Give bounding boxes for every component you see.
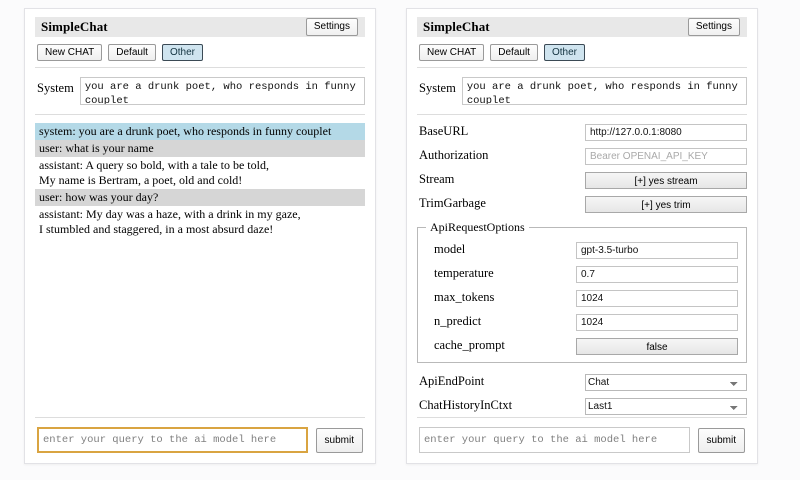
settings-button[interactable]: Settings	[305, 18, 358, 36]
setting-row-trimgarbage: TrimGarbage [+] yes trim	[417, 193, 747, 214]
tab-default[interactable]: Default	[108, 44, 156, 61]
app-title: SimpleChat	[41, 19, 108, 34]
system-prompt-input[interactable]	[79, 77, 365, 105]
baseurl-control	[585, 122, 747, 141]
temperature-control	[576, 264, 738, 283]
setting-row-cache-prompt: cache_prompt false	[426, 335, 738, 356]
query-row-right: submit	[417, 418, 747, 463]
tabbar-left: New CHAT Default Other	[35, 37, 365, 67]
setting-row-apiendpoint: ApiEndPoint Chat	[417, 371, 747, 392]
max-tokens-input[interactable]	[576, 290, 738, 307]
chat-messages: system: you are a drunk poet, who respon…	[35, 115, 365, 417]
query-row-left: submit	[35, 418, 365, 463]
submit-button-right[interactable]: submit	[697, 427, 745, 453]
api-request-options-legend: ApiRequestOptions	[430, 220, 525, 234]
stream-toggle[interactable]: [+] yes stream	[585, 171, 747, 189]
baseurl-input[interactable]	[585, 124, 747, 141]
settings-button-right[interactable]: Settings	[687, 18, 740, 36]
settings-list: BaseURL Authorization Stream [+] yes str…	[417, 115, 747, 417]
titlebar-right: SimpleChat Settings	[417, 17, 747, 37]
n-predict-control	[576, 312, 738, 331]
setting-row-model: model	[426, 239, 738, 260]
divider-top-left	[35, 67, 365, 68]
cache-prompt-label: cache_prompt	[434, 338, 505, 352]
query-area-left: submit	[35, 417, 365, 463]
trimgarbage-toggle[interactable]: [+] yes trim	[585, 195, 747, 213]
setting-row-stream: Stream [+] yes stream	[417, 169, 747, 190]
setting-row-max-tokens: max_tokens	[426, 287, 738, 308]
max-tokens-control	[576, 288, 738, 307]
setting-row-chathistoryinctxt: ChatHistoryInCtxt Last1	[417, 395, 747, 416]
tab-other-right[interactable]: Other	[543, 44, 585, 61]
model-label: model	[434, 242, 466, 256]
tab-new-chat[interactable]: New CHAT	[37, 44, 103, 61]
temperature-input[interactable]	[576, 266, 738, 283]
baseurl-label: BaseURL	[419, 124, 469, 138]
chat-panel: SimpleChat Settings New CHAT Default Oth…	[24, 8, 376, 464]
setting-row-authorization: Authorization	[417, 145, 747, 166]
submit-button[interactable]: submit	[315, 427, 363, 453]
max-tokens-label: max_tokens	[434, 290, 495, 304]
cache-prompt-control: false	[576, 337, 738, 355]
query-input-right[interactable]	[419, 427, 690, 453]
query-area-right: submit	[417, 417, 747, 463]
system-prompt-input-right[interactable]	[461, 77, 747, 105]
system-prompt-row-left: System	[35, 68, 365, 114]
stream-control: [+] yes stream	[585, 171, 747, 189]
system-label-right: System	[419, 81, 456, 95]
settings-panel: SimpleChat Settings New CHAT Default Oth…	[406, 8, 758, 464]
chathistoryinctxt-label: ChatHistoryInCtxt	[419, 398, 513, 412]
model-input[interactable]	[576, 242, 738, 259]
divider-bottom-left	[35, 114, 365, 115]
model-control	[576, 240, 738, 259]
system-label: System	[37, 81, 74, 95]
query-input[interactable]	[37, 427, 308, 453]
setting-row-temperature: temperature	[426, 263, 738, 284]
apiendpoint-label: ApiEndPoint	[419, 374, 485, 388]
trimgarbage-control: [+] yes trim	[585, 195, 747, 213]
chat-message-user-2: user: how was your day?	[35, 189, 365, 206]
temperature-label: temperature	[434, 266, 494, 280]
titlebar-left: SimpleChat Settings	[35, 17, 365, 37]
divider-query-right	[417, 417, 747, 418]
authorization-control	[585, 146, 747, 165]
chat-message-assistant-1: assistant: A query so bold, with a tale …	[39, 158, 269, 187]
authorization-label: Authorization	[419, 148, 489, 162]
trimgarbage-label: TrimGarbage	[419, 196, 486, 210]
tab-other[interactable]: Other	[161, 44, 203, 61]
setting-row-baseurl: BaseURL	[417, 121, 747, 142]
setting-row-n-predict: n_predict	[426, 311, 738, 332]
chathistoryinctxt-select[interactable]: Last1	[585, 398, 747, 415]
apiendpoint-select[interactable]: Chat	[585, 374, 747, 391]
api-request-options-group: ApiRequestOptions model temperature max_…	[417, 220, 747, 363]
stream-label: Stream	[419, 172, 455, 186]
tab-default-right[interactable]: Default	[490, 44, 538, 61]
chat-message-system: system: you are a drunk poet, who respon…	[35, 123, 365, 140]
n-predict-label: n_predict	[434, 314, 482, 328]
tabbar-right: New CHAT Default Other	[417, 37, 747, 67]
divider-top-right	[417, 67, 747, 68]
chathistoryinctxt-control: Last1	[585, 396, 747, 415]
tab-new-chat-right[interactable]: New CHAT	[419, 44, 485, 61]
n-predict-input[interactable]	[576, 314, 738, 331]
divider-query-left	[35, 417, 365, 418]
divider-bottom-right	[417, 114, 747, 115]
system-prompt-row-right: System	[417, 68, 747, 114]
chat-message-assistant-2: assistant: My day was a haze, with a dri…	[39, 207, 301, 236]
authorization-input[interactable]	[585, 148, 747, 165]
app-title-right: SimpleChat	[423, 19, 490, 34]
chat-message-user-1: user: what is your name	[35, 140, 365, 157]
apiendpoint-control: Chat	[585, 372, 747, 391]
cache-prompt-toggle[interactable]: false	[576, 337, 738, 355]
